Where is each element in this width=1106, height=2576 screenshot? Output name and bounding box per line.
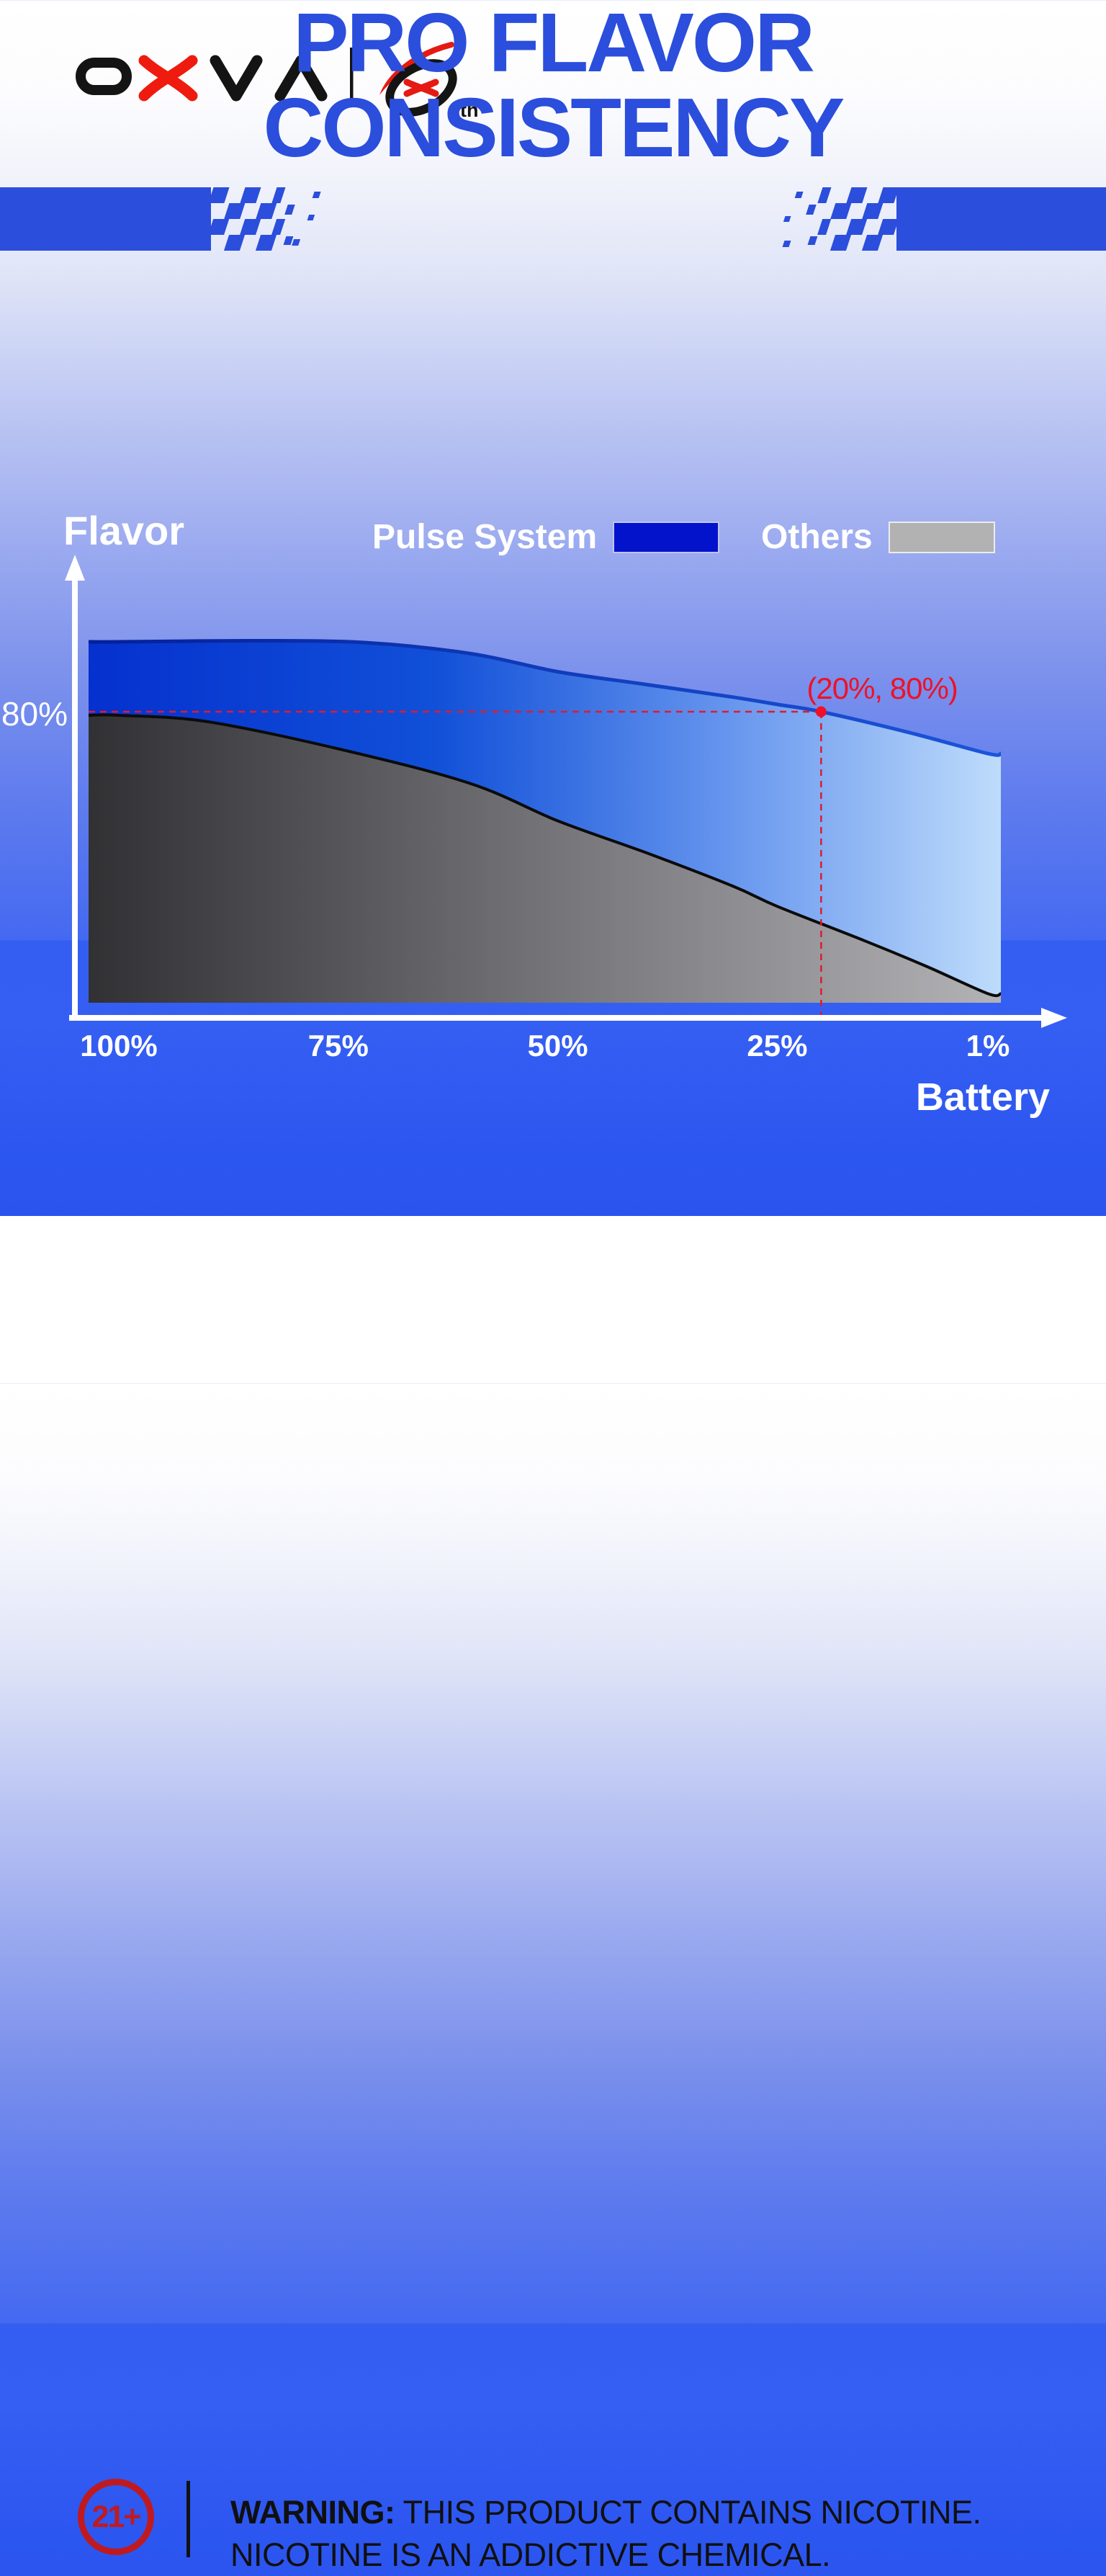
- y-axis-title: Flavor: [63, 508, 185, 553]
- page-title-line2: CONSISTENCY: [263, 81, 845, 174]
- data-point-marker: [815, 706, 827, 717]
- legend-swatch-others: [888, 521, 995, 553]
- x-tick-50: 50%: [527, 1029, 588, 1063]
- x-tick-25: 25%: [747, 1029, 808, 1063]
- x-tick-100: 100%: [80, 1029, 158, 1063]
- age-21-badge: 21+: [78, 2479, 154, 2555]
- x-axis-ticks: 100% 75% 50% 25% 1%: [80, 1029, 1010, 1065]
- checkered-flag-pattern-left: [208, 187, 321, 251]
- pulse-system-curve: [88, 638, 1002, 757]
- others-area: [89, 715, 1001, 1003]
- oxva-logo: th: [76, 42, 478, 121]
- y-axis-arrow-icon: [65, 555, 85, 581]
- anniversary-6th-icon: th: [379, 42, 478, 121]
- x-axis-title: Battery: [915, 1075, 1050, 1119]
- legend-label-pulse-system: Pulse System: [372, 518, 598, 556]
- page-title: PRO FLAVOR CONSISTENCY: [0, 0, 1106, 170]
- page-title-line1: PRO FLAVOR: [293, 0, 815, 89]
- warning-prefix: WARNING:: [230, 2494, 395, 2531]
- logo-divider: [350, 48, 354, 107]
- oxva-x-letter: [138, 55, 198, 102]
- x-tick-1: 1%: [966, 1029, 1010, 1063]
- x-tick-75: 75%: [307, 1029, 369, 1063]
- age-21-badge-text: 21+: [91, 2499, 142, 2534]
- legend-item-others: Others: [761, 517, 995, 557]
- footer-warning-bar: 21+ WARNING: THIS PRODUCT CONTAINS NICOT…: [0, 1216, 1106, 2573]
- anniversary-x-mark: [403, 79, 439, 97]
- others-curve: [88, 713, 1002, 998]
- x-axis-arrow-icon: [1041, 1008, 1067, 1028]
- title-band: [0, 187, 1106, 251]
- data-point-annotation: (20%, 80%): [806, 671, 958, 705]
- flavor-battery-chart: [65, 555, 1067, 1028]
- oxva-wordmark: [76, 55, 328, 102]
- warning-line1: WARNING: THIS PRODUCT CONTAINS NICOTINE.: [230, 2494, 981, 2531]
- legend-swatch-pulse-system: [613, 521, 720, 553]
- title-band-left: [0, 187, 211, 251]
- footer-divider: [186, 2481, 190, 2557]
- y-tick-80: 80%: [1, 695, 68, 733]
- nicotine-warning-text: WARNING: THIS PRODUCT CONTAINS NICOTINE.…: [230, 2491, 981, 2576]
- anniversary-th-suffix: th: [460, 99, 478, 121]
- axes: [69, 581, 1043, 1021]
- legend-label-others: Others: [761, 518, 873, 556]
- title-band-right: [896, 187, 1106, 251]
- legend-item-pulse-system: Pulse System: [372, 517, 720, 557]
- warning-line2: NICOTINE IS AN ADDICTIVE CHEMICAL.: [230, 2536, 831, 2573]
- header: OXVA th: [74, 40, 492, 138]
- checkered-flag-pattern-right: [782, 187, 899, 251]
